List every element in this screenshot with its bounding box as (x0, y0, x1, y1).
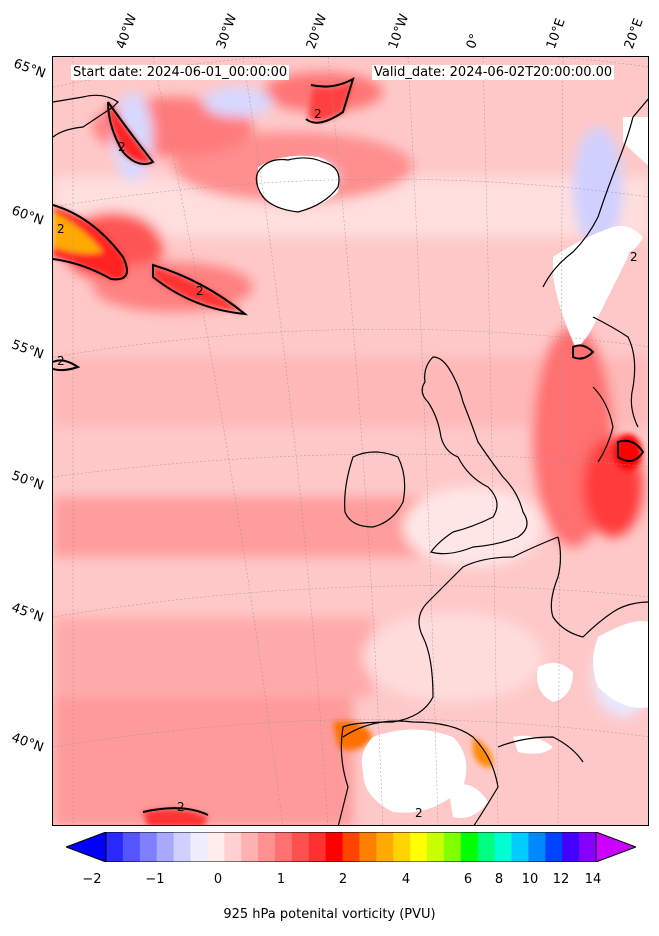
longitude-label: 20°W (303, 12, 331, 51)
colorbar-tick: 1 (276, 872, 286, 887)
latitude-label: 65°N (11, 56, 48, 82)
colorbar-cell (207, 832, 225, 862)
norway-coast (542, 98, 648, 288)
potential-vorticity-map (53, 57, 648, 825)
colorbar-tick: 8 (494, 872, 504, 887)
france-coast (550, 536, 648, 638)
latitude-label: 55°N (9, 337, 46, 363)
missing-data-areas (258, 117, 648, 818)
colorbar-cell (258, 832, 276, 862)
colorbar-tick: 10 (521, 872, 539, 887)
colorbar-cell (511, 832, 529, 862)
colorbar-label: 925 hPa potenital vorticity (PVU) (223, 907, 436, 922)
colorbar-tick: −1 (145, 872, 165, 887)
colorbar-cell (308, 832, 327, 862)
colorbar-cell (106, 832, 124, 862)
longitude-label: 20°E (621, 16, 647, 51)
contour-label: 2 (630, 250, 638, 264)
pv-2-contours (53, 76, 645, 816)
longitude-label: 40°W (113, 12, 141, 51)
colorbar-cell (224, 832, 242, 862)
colorbar-cell (122, 832, 141, 862)
ireland-coast (344, 451, 406, 528)
colorbar-cell (545, 832, 563, 862)
coastlines (53, 94, 648, 825)
colorbar-cell (156, 832, 175, 862)
start-date-label: Start date: 2024-06-01_00:00:00 (71, 65, 290, 80)
contour-label: 2 (57, 222, 65, 236)
europe-west-coast (337, 536, 559, 825)
latitude-label: 50°N (9, 468, 46, 494)
iberia-coast (342, 720, 499, 825)
colorbar-cell (190, 832, 208, 862)
longitude-label: 10°W (385, 12, 413, 51)
sweden-coast (592, 316, 639, 428)
latitude-label: 60°N (9, 203, 46, 229)
valid-date-label: Valid_date: 2024-06-02T20:00:00.00 (372, 65, 615, 80)
contour-label: 2 (196, 284, 204, 298)
latitude-label: 40°N (9, 730, 46, 756)
colorbar-cells (106, 832, 597, 862)
colorbar-cell (241, 832, 259, 862)
great-britain-coast (421, 356, 528, 555)
colorbar-cell (494, 832, 513, 862)
colorbar-cell (173, 832, 191, 862)
mediterranean-coast (497, 736, 584, 763)
contour-label: 2 (177, 800, 185, 814)
colorbar-tick: 0 (213, 872, 223, 887)
colorbar-tick: −2 (82, 872, 102, 887)
colorbar-cell (325, 832, 344, 862)
denmark-coast (592, 386, 614, 463)
colorbar-cell (274, 832, 293, 862)
contour-label: 2 (415, 806, 423, 820)
colorbar-cell (443, 832, 462, 862)
colorbar-cell (393, 832, 411, 862)
graticule (53, 57, 648, 825)
colorbar-cell (460, 832, 479, 862)
colorbar-cell (342, 832, 360, 862)
colorbar-tick: 12 (552, 872, 570, 887)
colorbar-cell (291, 832, 310, 862)
contour-label: 2 (57, 354, 65, 368)
colorbar-max-arrow (596, 832, 636, 862)
colorbar-cell (579, 832, 597, 862)
colorbar-tick: 6 (463, 872, 473, 887)
colorbar-tick: 2 (338, 872, 348, 887)
contour-label: 2 (118, 140, 126, 154)
map-panel (52, 56, 649, 826)
pv-maxima (53, 82, 642, 825)
colorbar-cell (139, 832, 158, 862)
greenland-coast (53, 94, 119, 138)
colorbar-cell (359, 832, 377, 862)
longitude-label: 0° (463, 31, 484, 51)
colorbar-cell (528, 832, 546, 862)
iceland-coast (255, 157, 340, 213)
colorbar-cell (477, 832, 496, 862)
contour-label: 2 (314, 107, 322, 121)
colorbar-cell (376, 832, 394, 862)
colorbar-cell (427, 832, 445, 862)
colorbar (66, 832, 636, 862)
latitude-label: 45°N (9, 600, 46, 626)
colorbar-tick: 14 (584, 872, 602, 887)
colorbar-cell (410, 832, 428, 862)
colorbar-cell (562, 832, 580, 862)
colorbar-min-arrow (66, 832, 106, 862)
pv-field-shading (53, 72, 648, 825)
longitude-label: 10°E (543, 16, 569, 51)
longitude-label: 30°W (213, 12, 241, 51)
colorbar-tick: 4 (401, 872, 411, 887)
